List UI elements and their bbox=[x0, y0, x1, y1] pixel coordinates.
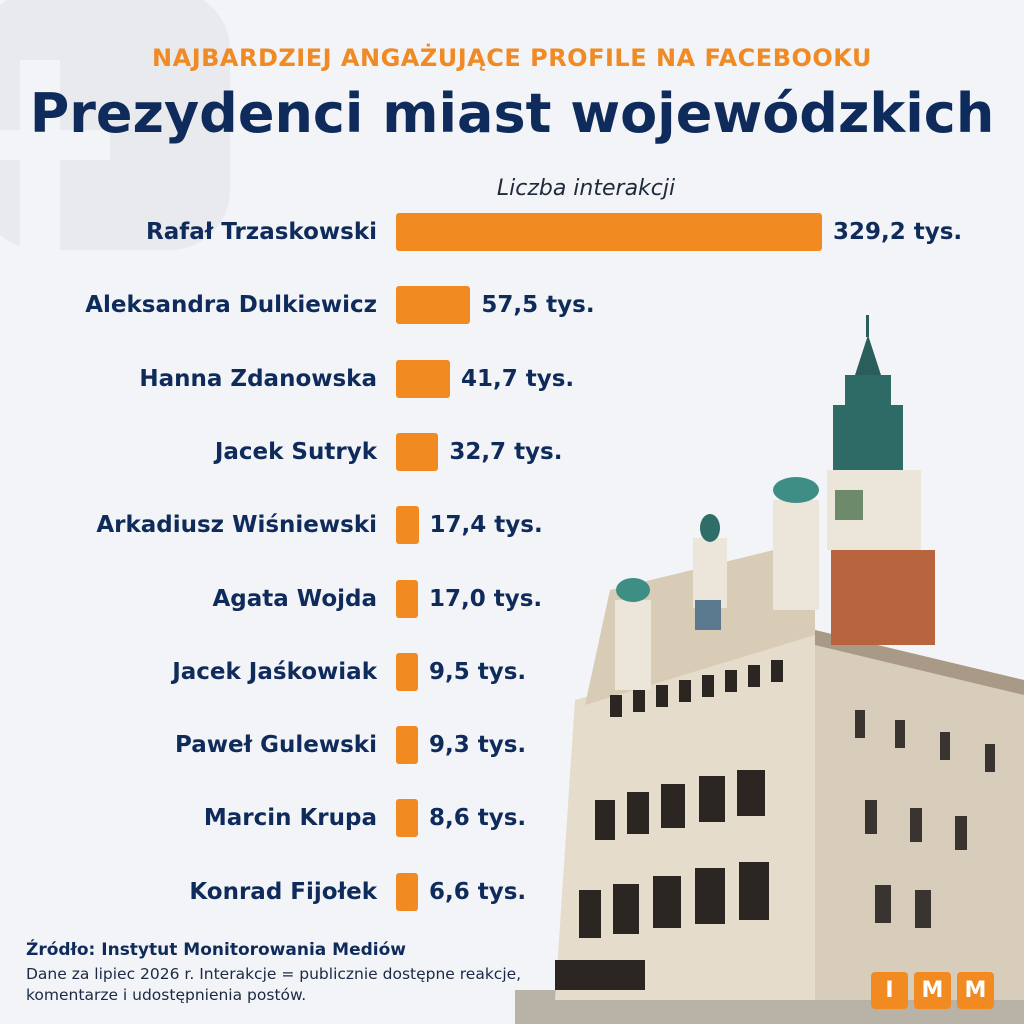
logo-letter: M bbox=[914, 972, 951, 1009]
bar-category-label: Agata Wojda bbox=[212, 585, 377, 612]
source-description: Dane za lipiec 2026 r. Interakcje = publ… bbox=[26, 965, 522, 1004]
bar-category-label: Aleksandra Dulkiewicz bbox=[85, 292, 377, 319]
bar-value-label: 329,2 tys. bbox=[833, 219, 963, 245]
bar-category-label: Paweł Gulewski bbox=[174, 732, 377, 759]
bar bbox=[396, 726, 418, 765]
bar bbox=[396, 579, 418, 618]
bar-category-label: Jacek Jaśkowiak bbox=[172, 658, 377, 685]
source-line: Źródło: Instytut Monitorowania Mediów bbox=[26, 940, 407, 960]
bar-value-label: 57,5 tys. bbox=[481, 292, 595, 319]
bar-category-label: Konrad Fijołek bbox=[189, 878, 377, 905]
bar-value-label: 9,5 tys. bbox=[429, 658, 527, 685]
city-hall-image bbox=[515, 315, 1024, 1024]
bar-value-label: 17,0 tys. bbox=[429, 585, 543, 612]
bar-category-label: Jacek Sutryk bbox=[214, 438, 377, 465]
bar bbox=[396, 799, 418, 838]
bar-value-label: 8,6 tys. bbox=[429, 805, 527, 832]
facebook-watermark-icon bbox=[0, 0, 230, 260]
logo-letter: I bbox=[871, 972, 908, 1009]
bar bbox=[396, 213, 822, 251]
bar-category-label: Marcin Krupa bbox=[203, 805, 377, 832]
logo-letter: M bbox=[957, 972, 994, 1009]
imm-logo: I M M bbox=[871, 972, 994, 1009]
bar-category-label: Arkadiusz Wiśniewski bbox=[96, 512, 377, 539]
bar bbox=[396, 652, 418, 691]
bar-value-label: 17,4 tys. bbox=[429, 512, 543, 539]
bar bbox=[396, 432, 439, 471]
bar-value-label: 32,7 tys. bbox=[449, 438, 563, 465]
axis-label: Liczba interakcji bbox=[496, 176, 676, 201]
bar-value-label: 6,6 tys. bbox=[429, 878, 527, 905]
bar-category-label: Rafał Trzaskowski bbox=[146, 219, 377, 245]
bar bbox=[396, 359, 450, 398]
bar-value-label: 9,3 tys. bbox=[429, 732, 527, 759]
page-title: Prezydenci miast wojewódzkich bbox=[29, 82, 995, 145]
source-note: Źródło: Instytut Monitorowania Mediów Da… bbox=[26, 940, 526, 1006]
bar bbox=[396, 506, 419, 545]
bar bbox=[396, 286, 471, 325]
header-kicker: NAJBARDZIEJ ANGAŻUJĄCE PROFILE NA FACEBO… bbox=[152, 44, 872, 72]
bar-value-label: 41,7 tys. bbox=[460, 365, 575, 392]
bar bbox=[396, 872, 418, 911]
bar-category-label: Hanna Zdanowska bbox=[139, 365, 377, 392]
